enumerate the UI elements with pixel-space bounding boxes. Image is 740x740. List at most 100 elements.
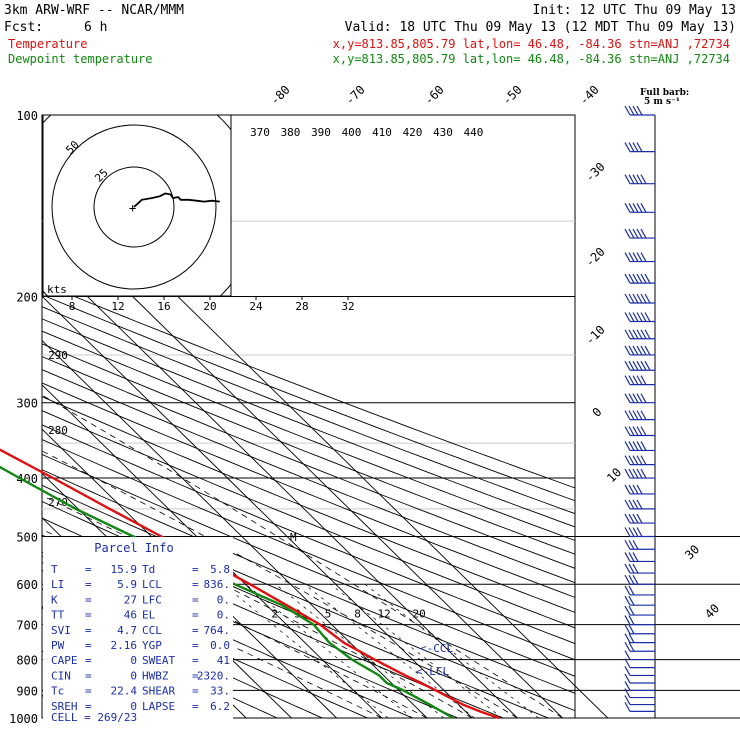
parcel-label-SVI: SVI <box>51 624 71 637</box>
mixing-ratio-line <box>222 583 389 718</box>
parcel-label-LI: LI <box>51 578 64 591</box>
barb-flag <box>640 329 647 340</box>
parcel-value-PW: 2.16 <box>111 639 138 652</box>
barb-flag <box>624 468 631 479</box>
barb-flag <box>628 633 635 643</box>
wind-barb <box>624 484 655 495</box>
barb-flag <box>632 455 639 465</box>
parcel-label-Tc: Tc <box>51 685 64 698</box>
dry-adiabat <box>42 356 575 569</box>
barb-flag <box>632 345 639 356</box>
barb-flag <box>632 484 639 495</box>
parcel-cell: CELL = 269/23 <box>51 711 137 724</box>
barb-flag <box>636 105 643 116</box>
barb-flag <box>624 681 631 691</box>
pressure-label-1000: 1000 <box>9 712 38 726</box>
barb-flag <box>628 624 635 635</box>
speed-label-24: 24 <box>249 300 263 313</box>
wind-barb <box>624 624 655 635</box>
barb-flag <box>624 329 631 340</box>
isotherm-line <box>42 251 518 718</box>
barb-flag <box>624 426 631 436</box>
wind-barb <box>624 563 655 574</box>
barb-flag <box>628 360 635 371</box>
wind-barb <box>624 633 655 644</box>
temperature-profile <box>0 448 500 720</box>
barb-flag <box>632 441 639 451</box>
dry-adiabat <box>42 469 575 694</box>
wind-barb <box>624 595 655 606</box>
mixing-ratio-lines <box>222 583 539 718</box>
barb-flag <box>632 393 639 403</box>
barb-flag <box>624 539 631 550</box>
dewpoint-profile <box>0 465 454 720</box>
mixing-ratio-line <box>245 583 413 718</box>
wind-barbs <box>624 105 656 718</box>
isotherm-label--20: -20 <box>583 245 608 270</box>
barb-flag <box>636 142 643 152</box>
barb-flag <box>640 393 647 403</box>
barb-flag <box>636 455 643 465</box>
wind-barb <box>624 455 655 466</box>
dry-adiabat <box>42 318 575 528</box>
isotherm-label-40: 40 <box>702 601 722 621</box>
parcel-value-TT: 46 <box>124 609 137 622</box>
dry-adiabat <box>42 396 575 613</box>
wind-barb <box>624 650 655 661</box>
wind-barb <box>624 252 655 263</box>
barb-flag <box>640 174 647 184</box>
barb-flag <box>624 666 631 676</box>
dry-adiabat <box>42 306 575 515</box>
dry-adiabat <box>42 410 575 629</box>
barb-flag <box>624 695 631 705</box>
parcel-eq: = <box>85 685 92 698</box>
barb-flag <box>624 203 631 213</box>
barb-flag <box>628 329 635 340</box>
barb-flag <box>624 633 631 643</box>
barb-flag <box>624 484 631 495</box>
barb-flag <box>632 527 639 537</box>
barb-flag <box>624 105 631 116</box>
parcel-value-T: 15.9 <box>111 563 138 576</box>
parcel-eq: = <box>192 593 199 606</box>
ccl-marker: <-CCL <box>420 642 453 655</box>
wind-barb <box>624 360 655 371</box>
parcel-label-K: K <box>51 593 58 606</box>
barb-flag <box>632 499 639 510</box>
barb-flag <box>624 605 631 616</box>
parcel-value-EL: 0. <box>217 609 230 622</box>
parcel-info-box: Parcel Info T = 15.9 Td = 5.8 LI = 5.9 LCL = 836. K =… <box>43 537 233 724</box>
barb-flag <box>628 513 635 524</box>
dewpoint-location: x,y=813.85,805.79 lat,lon= 46.48, -84.36… <box>333 52 730 66</box>
isotherm-line <box>42 428 337 718</box>
speed-label-20: 20 <box>203 300 216 313</box>
wind-barb <box>624 345 655 356</box>
parcel-eq: = <box>192 669 199 682</box>
barb-flag <box>636 441 643 451</box>
barb-flag <box>628 539 635 550</box>
barb-flag <box>632 312 639 322</box>
wind-barb <box>624 312 655 323</box>
parcel-value-K: 27 <box>124 593 137 606</box>
parcel-value-CAPE: 0 <box>130 654 137 667</box>
barb-flag <box>632 174 639 184</box>
barb-flag <box>628 142 635 152</box>
speed-label-32: 32 <box>341 300 354 313</box>
sounding-profiles: <-CCL <-LCL M <box>0 448 500 720</box>
barb-flag <box>624 293 631 304</box>
barb-flag <box>628 293 635 304</box>
barb-flag <box>624 513 631 524</box>
parcel-eq: = <box>85 593 92 606</box>
theta-label-430: 430 <box>433 126 453 139</box>
wind-barb <box>624 468 655 479</box>
barb-flag <box>624 441 631 451</box>
barb-flag <box>632 105 639 116</box>
parcel-info-background <box>43 537 233 719</box>
dewpoint-legend: Dewpoint temperature <box>8 52 153 66</box>
parcel-label-LAPSE: LAPSE <box>142 700 175 713</box>
diagram-background-lines <box>41 114 740 719</box>
barb-flag <box>624 174 631 184</box>
parcel-label-T: T <box>51 563 58 576</box>
parcel-label-SREH: SREH <box>51 700 78 713</box>
